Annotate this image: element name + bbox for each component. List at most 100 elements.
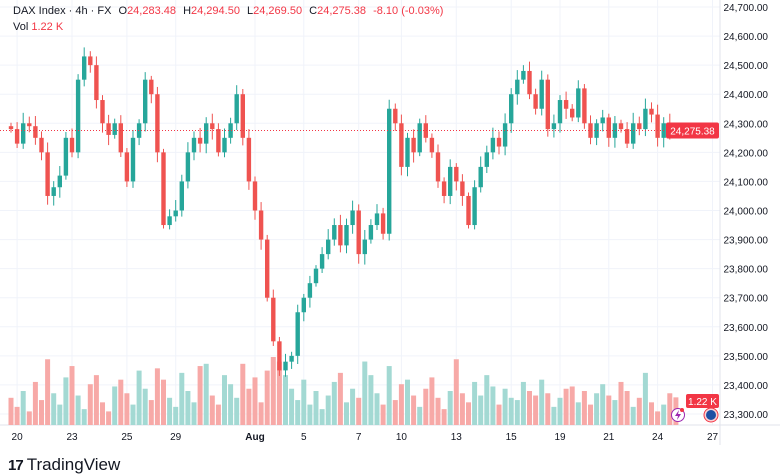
candle-body — [265, 239, 270, 298]
high-number: 24,294.50 — [191, 5, 240, 17]
candle-body — [271, 297, 276, 342]
volume-bar — [301, 379, 307, 425]
candle-body — [118, 123, 123, 153]
volume-bar — [87, 384, 93, 425]
price-badge — [666, 122, 719, 139]
volume-bar — [295, 400, 301, 425]
open-label: O — [118, 5, 128, 17]
volume-bar — [569, 386, 575, 425]
volume-bar — [386, 366, 392, 425]
symbol-label: DAX Index · 4h · FX — [13, 5, 112, 17]
volume-badge — [686, 394, 719, 408]
candle-body — [82, 56, 87, 80]
volume-bar — [423, 388, 429, 425]
volume-bar — [478, 395, 484, 425]
close-value: C24,275.38 — [309, 5, 366, 17]
eu-flag-circle-icon — [706, 410, 716, 420]
y-tick-label: 24,700.00 — [724, 3, 769, 14]
candle-body — [143, 79, 148, 124]
candle-body — [277, 341, 282, 371]
x-tick-label: 29 — [170, 432, 182, 443]
candle-body — [521, 70, 526, 80]
candle-body — [576, 88, 581, 118]
volume-bar — [344, 402, 349, 425]
volume-bar — [8, 397, 14, 425]
volume-bar — [575, 402, 581, 425]
volume-bar — [606, 395, 612, 425]
candle-body — [362, 239, 367, 255]
candle-body — [405, 137, 410, 167]
candle-body — [344, 225, 349, 246]
volume-bar — [39, 400, 44, 425]
candle-body — [655, 114, 660, 138]
candle-body — [582, 88, 587, 124]
candle-body — [387, 108, 392, 234]
volume-bar — [588, 404, 593, 425]
volume-bar — [197, 366, 203, 425]
candle-body — [100, 100, 105, 124]
candle-body — [149, 79, 154, 95]
x-tick-label: 27 — [707, 432, 719, 443]
volume-bar — [362, 361, 368, 425]
candle-body — [289, 355, 294, 362]
candle-body — [57, 175, 62, 188]
candle-body — [197, 137, 203, 144]
volume-bar — [539, 379, 545, 425]
candle-body — [380, 213, 386, 234]
volume-bar — [441, 409, 447, 425]
candle-body — [411, 137, 416, 153]
candle-body — [326, 239, 331, 255]
candle-body — [350, 210, 355, 226]
candle-body — [21, 123, 26, 144]
change-value: -8.10 (-0.03%) — [373, 5, 444, 17]
candle-body — [399, 123, 404, 167]
candle-body — [338, 225, 343, 246]
candle-body — [356, 210, 361, 255]
volume-bar — [417, 406, 423, 425]
candle-body — [612, 123, 618, 138]
candle-body — [240, 94, 245, 138]
candle-body — [191, 137, 197, 153]
volume-bar — [228, 384, 234, 425]
volume-bar — [466, 402, 471, 425]
candle-body — [649, 108, 654, 115]
volume-bar — [319, 409, 325, 425]
x-tick-label: Aug — [245, 432, 264, 443]
candle-body — [319, 254, 325, 269]
candle-body — [313, 268, 319, 284]
volume-bar — [289, 388, 295, 425]
volume-bar — [81, 409, 87, 425]
volume-bar — [75, 395, 81, 425]
candle-body — [533, 94, 538, 109]
open-number: 24,283.48 — [127, 5, 176, 17]
candle-body — [228, 123, 233, 138]
volume-bar — [148, 400, 154, 425]
y-tick-label: 23,800.00 — [724, 265, 769, 276]
x-tick-label: 19 — [554, 432, 566, 443]
candle-body — [234, 94, 239, 124]
volume-bar — [130, 404, 136, 425]
candle-body — [393, 108, 398, 124]
volume-bar — [600, 384, 606, 425]
volume-bar — [624, 391, 630, 425]
x-tick-label: 5 — [301, 432, 307, 443]
candle-body — [557, 100, 563, 124]
candle-body — [466, 195, 471, 226]
low-number: 24,269.50 — [253, 5, 303, 17]
volume-bar — [307, 404, 313, 425]
candle-body — [252, 181, 258, 211]
volume-bar — [533, 395, 539, 425]
candle-body — [643, 108, 648, 130]
candle-body — [454, 166, 459, 182]
tradingview-logo[interactable]: 17 TradingView — [8, 455, 120, 475]
candle-body — [539, 79, 544, 109]
price-chart[interactable]: 24,700.00 24,600.00 24,500.00 24,400.00 24,3… — [0, 0, 780, 445]
tradingview-logo-icon: 17 — [8, 456, 24, 474]
volume-bar — [14, 406, 20, 425]
volume-bar — [173, 406, 179, 425]
candle-body — [527, 70, 532, 95]
volume-bar — [124, 393, 130, 425]
y-tick-label: 23,400.00 — [724, 381, 769, 392]
candle-body — [136, 123, 142, 138]
candle-body — [45, 152, 50, 196]
